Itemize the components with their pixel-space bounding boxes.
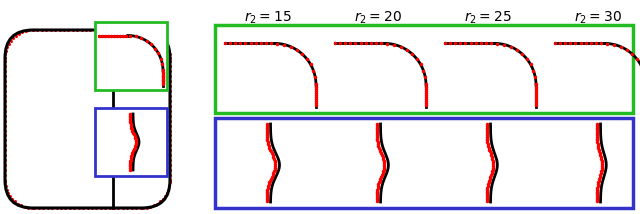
Text: $r_2 = 15$: $r_2 = 15$: [244, 10, 292, 26]
Text: $r_2 = 20$: $r_2 = 20$: [354, 10, 402, 26]
Text: $r_2 = 25$: $r_2 = 25$: [464, 10, 512, 26]
Text: $r_2 = 30$: $r_2 = 30$: [574, 10, 622, 26]
Bar: [95, 22, 167, 90]
Bar: [95, 108, 167, 176]
Bar: [215, 118, 633, 208]
Bar: [215, 25, 633, 113]
